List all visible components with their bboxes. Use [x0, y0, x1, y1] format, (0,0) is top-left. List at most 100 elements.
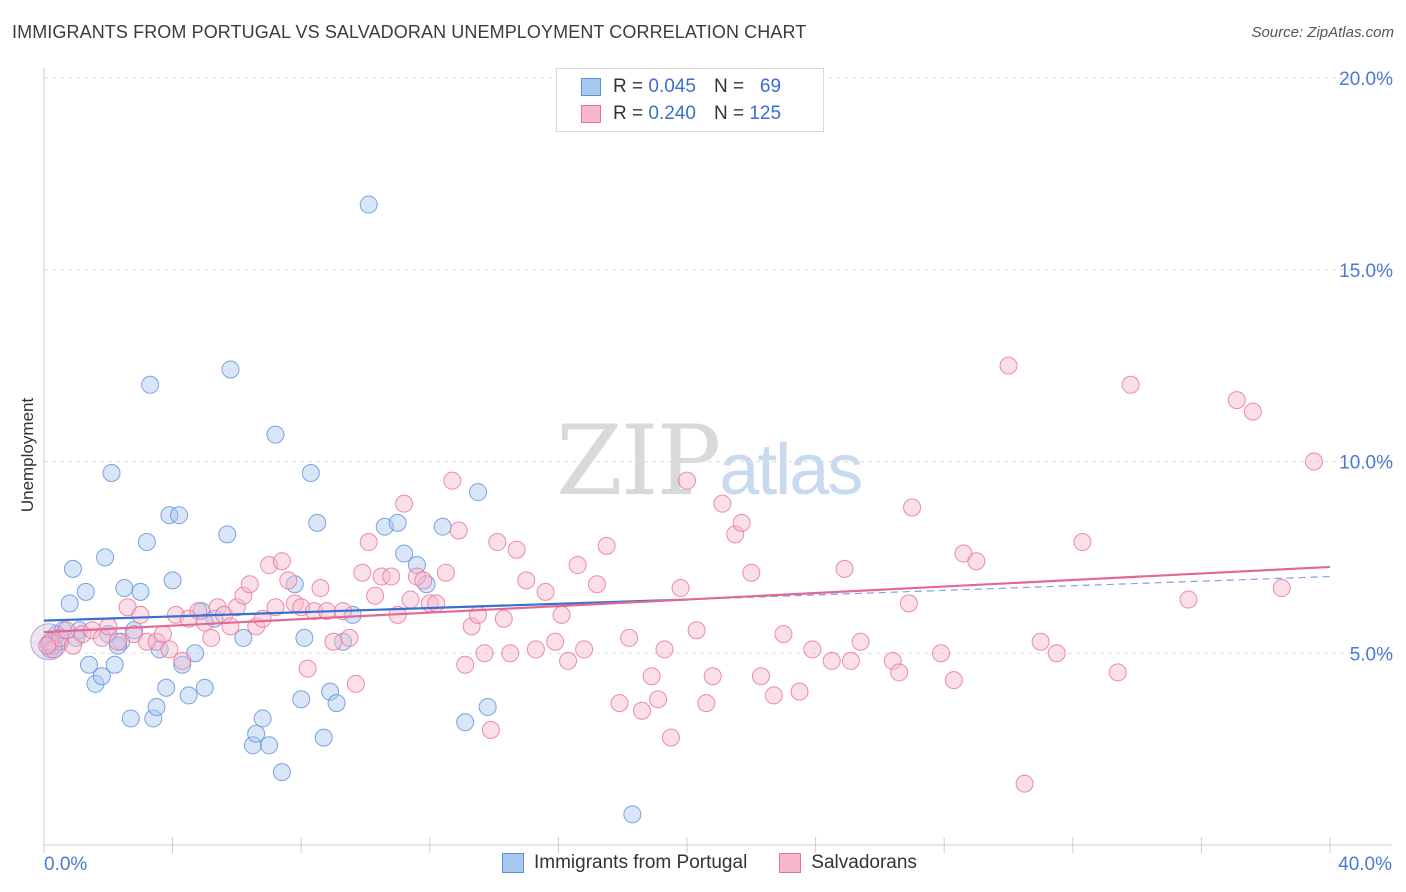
data-point: [366, 586, 385, 605]
y-tick-label: 10.0%: [1339, 453, 1393, 474]
data-point: [469, 483, 488, 502]
legend-row-salvadoran: R = 0.240 N = 125: [581, 102, 781, 126]
data-point: [903, 498, 922, 517]
legend-swatch-salvadoran: [581, 105, 601, 123]
data-point: [76, 582, 95, 601]
data-point: [115, 579, 134, 598]
legend-r-value: 0.240: [648, 103, 696, 124]
data-point: [227, 598, 246, 617]
data-point: [742, 563, 761, 582]
data-point-cluster: [30, 623, 68, 661]
trend-lines: [43, 565, 1331, 634]
data-point: [108, 636, 127, 655]
data-point: [102, 464, 121, 483]
tick-labels: 5.0% 10.0% 15.0% 20.0% 0.0% 40.0%: [44, 69, 1393, 875]
data-point: [597, 536, 616, 555]
data-point: [494, 609, 513, 628]
legend-r-label: R =: [613, 103, 644, 124]
data-point: [137, 632, 156, 651]
grid-lines: [44, 77, 1392, 654]
data-point: [105, 655, 124, 674]
data-point: [436, 563, 455, 582]
data-point: [60, 594, 79, 613]
data-point: [99, 617, 118, 636]
data-point: [372, 567, 391, 586]
data-point: [1227, 391, 1246, 410]
data-point: [1243, 402, 1262, 421]
data-point: [141, 375, 160, 394]
data-point: [931, 644, 950, 663]
data-point: [137, 533, 156, 552]
data-point: [63, 559, 82, 578]
legend-n-label: N =: [713, 76, 745, 97]
data-point: [1121, 375, 1140, 394]
data-point: [260, 736, 279, 755]
legend-swatch-salvadoran: [779, 853, 802, 873]
legend-row-portugal: R = 0.045 N = 69: [581, 75, 781, 99]
data-point: [359, 533, 378, 552]
data-point: [944, 671, 963, 690]
data-point: [546, 632, 565, 651]
data-point: [1272, 579, 1291, 598]
data-point: [243, 736, 262, 755]
data-point: [620, 628, 639, 647]
data-point: [272, 763, 291, 782]
data-point: [587, 575, 606, 594]
data-point: [121, 709, 140, 728]
data-point: [346, 674, 365, 693]
data-point: [1047, 644, 1066, 663]
data-point: [221, 360, 240, 379]
data-point: [517, 571, 536, 590]
data-point: [462, 617, 481, 636]
data-point: [678, 471, 696, 490]
data-point: [253, 709, 272, 728]
data-point: [234, 586, 253, 605]
data-point: [1073, 533, 1092, 552]
data-point: [202, 628, 221, 647]
y-tick-label: 20.0%: [1339, 69, 1393, 90]
x-tick-label: 0.0%: [44, 854, 87, 875]
data-point: [96, 548, 115, 567]
data-point: [86, 674, 105, 693]
data-point: [80, 655, 99, 674]
y-tick-label: 5.0%: [1350, 644, 1393, 665]
source-credit: Source: ZipAtlas.com: [1251, 24, 1394, 41]
data-point: [353, 563, 372, 582]
data-point: [160, 506, 179, 525]
data-point: [340, 628, 359, 647]
data-point: [568, 556, 587, 575]
trend-line-portugal-extension: [686, 575, 1331, 601]
axes: [43, 68, 1392, 853]
data-point: [632, 701, 651, 720]
legend-n-value: 125: [749, 103, 782, 124]
data-point: [195, 678, 214, 697]
legend-swatch-portugal: [502, 853, 524, 873]
data-point: [703, 667, 722, 686]
data-point: [449, 521, 468, 540]
data-point: [266, 598, 285, 617]
data-point: [131, 582, 150, 601]
data-point: [382, 567, 401, 586]
data-point: [314, 728, 333, 747]
data-point: [298, 659, 317, 678]
legend-label-salvadoran: Salvadorans: [811, 852, 917, 873]
data-point: [170, 506, 189, 525]
legend-n-value: 69: [759, 76, 782, 97]
data-point: [478, 697, 497, 716]
data-point: [967, 552, 986, 571]
data-point: [671, 579, 690, 598]
data-point: [427, 594, 446, 613]
data-point: [218, 525, 237, 544]
data-point: [456, 713, 475, 732]
data-point: [92, 667, 111, 686]
data-point: [841, 651, 860, 670]
legend-label-portugal: Immigrants from Portugal: [534, 852, 748, 873]
data-point: [507, 540, 526, 559]
data-point: [1304, 452, 1323, 471]
data-point: [63, 636, 82, 655]
data-point: [481, 720, 500, 739]
data-point: [359, 195, 378, 214]
data-point: [1179, 590, 1198, 609]
trend-line-portugal: [43, 598, 688, 622]
